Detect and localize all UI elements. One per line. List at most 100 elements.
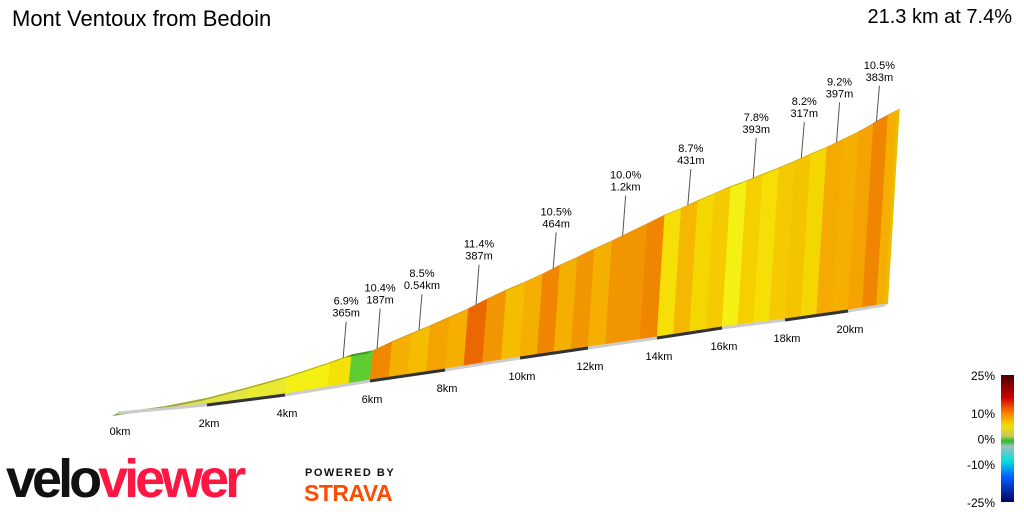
profile-segment-top (536, 264, 561, 277)
logo-viewer: viewer (98, 449, 246, 509)
page-title: Mont Ventoux from Bedoin (12, 6, 272, 31)
annotation-leader-line (622, 195, 627, 236)
distance-axis-band (519, 346, 589, 360)
x-tick-label: 12km (577, 361, 604, 373)
profile-segment-top (424, 317, 450, 329)
annotation-length: 393m (742, 124, 770, 136)
distance-axis-band (784, 309, 849, 322)
profile-segment-top (820, 139, 843, 150)
profile-segment-top (675, 200, 698, 212)
annotation-leader-line (376, 308, 381, 349)
annotation-leader-line (342, 321, 347, 358)
distance-axis-band (656, 326, 723, 340)
annotation-length: 387m (465, 251, 493, 263)
annotation-length: 383m (866, 72, 894, 84)
profile-segment-top (405, 325, 431, 337)
profile-segment-top (606, 232, 630, 244)
annotation-gradient: 8.7% (678, 143, 703, 155)
profile-segment-top (708, 186, 731, 197)
x-tick-label: 0km (110, 426, 131, 438)
veloviewer-logo: veloviewer (6, 449, 246, 509)
powered-by-text: POWERED BY (305, 467, 396, 479)
annotation-leader-line (800, 121, 805, 159)
profile-segment-top (241, 376, 288, 391)
legend-color-bar (1001, 375, 1014, 502)
annotation-gradient: 8.2% (792, 96, 817, 108)
profile-segment-top (481, 289, 507, 302)
annotation-gradient: 8.5% (409, 268, 434, 280)
legend-label: -25% (967, 496, 995, 510)
profile-segment-top (571, 248, 595, 261)
profile-segment-top (443, 308, 469, 321)
profile-segment-top (281, 362, 331, 380)
climb-summary: 21.3 km at 7.4% (867, 6, 1012, 28)
annotation-gradient: 6.9% (334, 296, 359, 308)
distance-axis-band (206, 393, 286, 407)
legend-label: 25% (971, 369, 995, 383)
distance-axis-band (369, 368, 446, 383)
annotation-leader-line (687, 169, 692, 206)
annotation-leader-line (475, 264, 480, 305)
annotation-leader-line (752, 137, 757, 178)
annotation-leader-line (418, 294, 423, 331)
annotation-length: 1.2km (611, 182, 641, 194)
profile-segment-top (367, 341, 393, 354)
annotation-gradient: 9.2% (827, 76, 852, 88)
logo-velo: velo (6, 449, 102, 509)
annotation-length: 317m (791, 108, 819, 120)
x-tick-label: 8km (437, 383, 458, 395)
profile-segment-top (867, 114, 889, 127)
profile-segment-top (623, 223, 648, 236)
legend-label: 0% (978, 433, 996, 447)
profile-segment-top (202, 387, 248, 401)
legend-label: 10% (971, 407, 995, 421)
legend-label: -10% (967, 458, 995, 472)
annotation-gradient: 10.5% (864, 60, 895, 72)
x-tick-label: 20km (837, 324, 864, 336)
annotation-leader-line (552, 232, 557, 269)
annotation-gradient: 7.8% (744, 112, 769, 124)
profile-segment-top (691, 193, 715, 204)
profile-segment-top (853, 123, 874, 135)
profile-segment-top (554, 257, 578, 268)
profile-segment-top (386, 333, 412, 345)
profile-segment-top (882, 110, 897, 118)
profile-segment-top (588, 240, 613, 252)
x-tick-label: 4km (277, 408, 298, 420)
annotation-gradient: 10.0% (610, 170, 641, 182)
profile-segment-top (324, 354, 352, 366)
annotation-length: 431m (677, 155, 705, 167)
annotation-gradient: 10.5% (541, 207, 572, 219)
profile-segment-top (519, 273, 543, 285)
annotation-length: 464m (542, 219, 570, 231)
x-tick-label: 2km (199, 418, 220, 430)
profile-segment-top (772, 160, 795, 171)
x-tick-label: 18km (774, 333, 801, 345)
x-tick-label: 16km (711, 341, 738, 353)
annotation-length: 397m (826, 88, 854, 100)
profile-segment-top (500, 281, 526, 293)
profile-segment-top (756, 167, 779, 177)
profile-segment-top (788, 153, 811, 164)
strava-logo: STRAVA (304, 480, 393, 506)
profile-segment-top (157, 397, 209, 410)
profile-segment-top (462, 298, 488, 312)
profile-segment-top (658, 208, 682, 218)
annotation-leader-line (836, 102, 841, 143)
x-tick-label: 10km (509, 371, 536, 383)
profile-segment-top (724, 180, 747, 190)
annotation-gradient: 11.4% (464, 239, 495, 251)
profile-end-face (885, 108, 900, 305)
profile-segment-top (345, 350, 374, 358)
annotation-length: 0.54km (404, 280, 440, 292)
profile-segment-top (740, 173, 763, 184)
annotation-length: 365m (332, 308, 360, 320)
x-tick-label: 6km (362, 394, 383, 406)
annotation-length: 187m (366, 295, 394, 307)
profile-segment-top (804, 146, 827, 157)
x-tick-label: 14km (646, 351, 673, 363)
profile-segment-top (836, 131, 859, 143)
annotation-gradient: 10.4% (365, 283, 396, 295)
annotation-leader-line (875, 85, 880, 122)
